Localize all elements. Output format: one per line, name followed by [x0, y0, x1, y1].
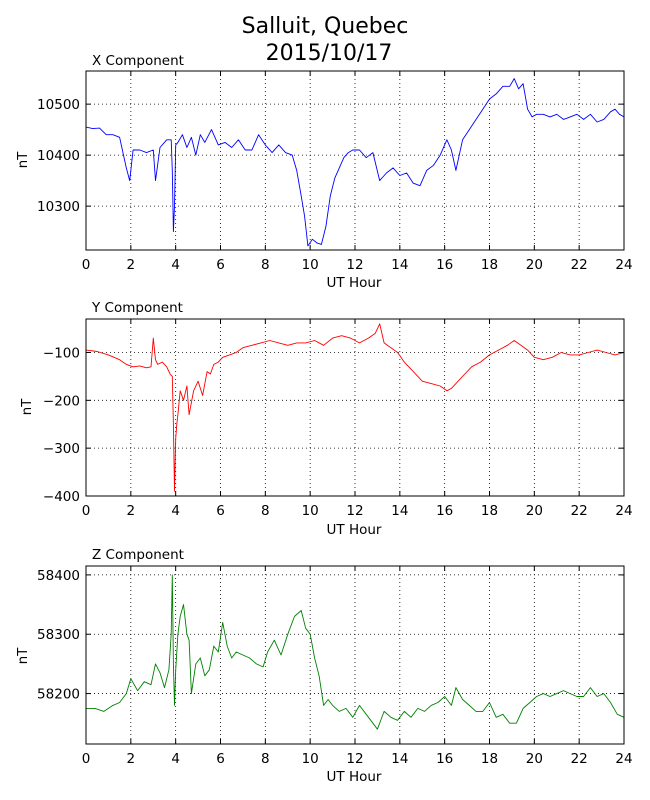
z-component-xtick-label: 6	[216, 751, 225, 767]
z-component-series-line	[86, 574, 625, 730]
y-component-xtick-label: 22	[571, 503, 588, 519]
x-component-xtick-label: 18	[481, 257, 498, 273]
x-component-xtick-label: 20	[526, 257, 543, 273]
y-component-ytick-label: −300	[43, 441, 80, 457]
z-component-ylabel: nT	[15, 647, 31, 665]
z-component-panel: Z Component UT Hour nT 0 2 4 6 8 10 12 14 16 18 20…	[15, 547, 633, 785]
y-component-panel: Y Component UT Hour nT 0 2 4 6 8 10 12 14 16 18 20…	[19, 300, 633, 538]
z-component-ytick-label: 58400	[37, 568, 80, 584]
z-component-xtick-label: 2	[127, 751, 136, 767]
y-component-ylabel: nT	[19, 398, 35, 416]
y-component-xtick-label: 12	[346, 503, 363, 519]
z-component-title: Z Component	[92, 547, 184, 563]
z-component-xtick-label: 0	[82, 751, 91, 767]
z-component-xtick-label: 10	[302, 751, 319, 767]
x-component-xtick-label: 0	[82, 257, 91, 273]
x-component-xtick-label: 12	[346, 257, 363, 273]
z-component-xtick-label: 12	[346, 751, 363, 767]
x-component-xtick-label: 22	[571, 257, 588, 273]
x-component-xtick-label: 24	[615, 257, 632, 273]
figure-title-line2: 2015/10/17	[266, 41, 393, 66]
y-component-xtick-label: 8	[261, 503, 270, 519]
x-component-series-line	[85, 78, 625, 247]
z-component-xtick-label: 14	[391, 751, 408, 767]
y-component-series-line	[85, 323, 625, 492]
z-component-xtick-label: 18	[481, 751, 498, 767]
z-component-ytick-label: 58200	[37, 687, 80, 703]
x-component-xtick-label: 6	[216, 257, 225, 273]
y-component-xtick-label: 2	[127, 503, 136, 519]
y-component-xtick-label: 14	[391, 503, 408, 519]
x-component-xlabel: UT Hour	[327, 275, 382, 291]
z-component-xtick-label: 24	[615, 751, 632, 767]
y-component-xtick-label: 16	[436, 503, 453, 519]
x-component-ytick-label: 10400	[37, 148, 80, 164]
y-component-xtick-label: 4	[171, 503, 180, 519]
x-component-xtick-label: 14	[391, 257, 408, 273]
z-component-ytick-label: 58300	[37, 627, 80, 643]
z-component-xlabel: UT Hour	[327, 769, 382, 785]
x-component-xtick-label: 4	[171, 257, 180, 273]
x-component-ytick-label: 10500	[37, 97, 80, 113]
x-component-xtick-label: 10	[302, 257, 319, 273]
x-component-ylabel: nT	[15, 151, 31, 169]
z-component-xtick-label: 20	[526, 751, 543, 767]
z-component-xtick-label: 4	[171, 751, 180, 767]
y-component-xtick-label: 24	[615, 503, 632, 519]
z-component-xtick-label: 16	[436, 751, 453, 767]
x-component-ytick-label: 10300	[37, 199, 80, 215]
y-component-ytick-label: −100	[43, 345, 80, 361]
x-component-xtick-label: 8	[261, 257, 270, 273]
y-component-xtick-label: 20	[526, 503, 543, 519]
y-component-xtick-label: 6	[216, 503, 225, 519]
z-component-xtick-label: 22	[571, 751, 588, 767]
y-component-xlabel: UT Hour	[327, 522, 382, 538]
x-component-title: X Component	[92, 53, 184, 69]
x-component-panel: X Component UT Hour nT 0 2 4 6 8 10 12 14 16 18 20…	[15, 53, 633, 291]
x-component-xtick-label: 2	[127, 257, 136, 273]
y-component-ytick-label: −200	[43, 393, 80, 409]
y-component-xtick-label: 10	[302, 503, 319, 519]
y-component-ytick-label: −400	[43, 489, 80, 505]
z-component-xtick-label: 8	[261, 751, 270, 767]
y-component-xtick-label: 18	[481, 503, 498, 519]
y-component-title: Y Component	[91, 300, 183, 316]
x-component-xtick-label: 16	[436, 257, 453, 273]
figure-title-line1: Salluit, Quebec	[242, 14, 409, 39]
y-component-xtick-label: 0	[82, 503, 91, 519]
